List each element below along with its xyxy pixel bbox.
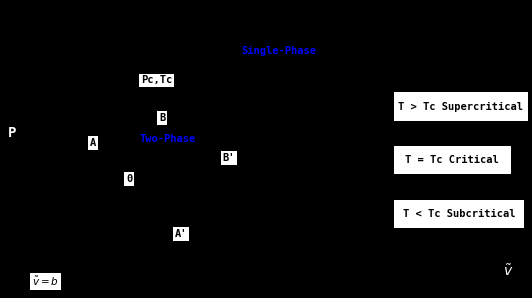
Text: Pc,Tc: Pc,Tc [142, 75, 172, 86]
Text: P: P [7, 126, 16, 139]
Text: B: B [159, 113, 165, 123]
Text: T < Tc Subcritical: T < Tc Subcritical [403, 209, 515, 219]
Text: T > Tc Supercritical: T > Tc Supercritical [398, 102, 523, 111]
Text: B': B' [222, 153, 235, 163]
Text: $\tilde{v}$: $\tilde{v}$ [503, 263, 513, 279]
Text: Two-Phase: Two-Phase [139, 134, 196, 144]
Text: T = Tc Critical: T = Tc Critical [405, 155, 499, 165]
FancyBboxPatch shape [394, 200, 524, 228]
Text: A: A [90, 138, 96, 148]
FancyBboxPatch shape [394, 146, 511, 174]
Text: $\tilde{v} = b$: $\tilde{v} = b$ [32, 275, 59, 288]
Text: Single-Phase: Single-Phase [242, 46, 317, 56]
Text: 0: 0 [126, 174, 132, 184]
Text: A': A' [174, 229, 187, 239]
FancyBboxPatch shape [394, 92, 528, 121]
